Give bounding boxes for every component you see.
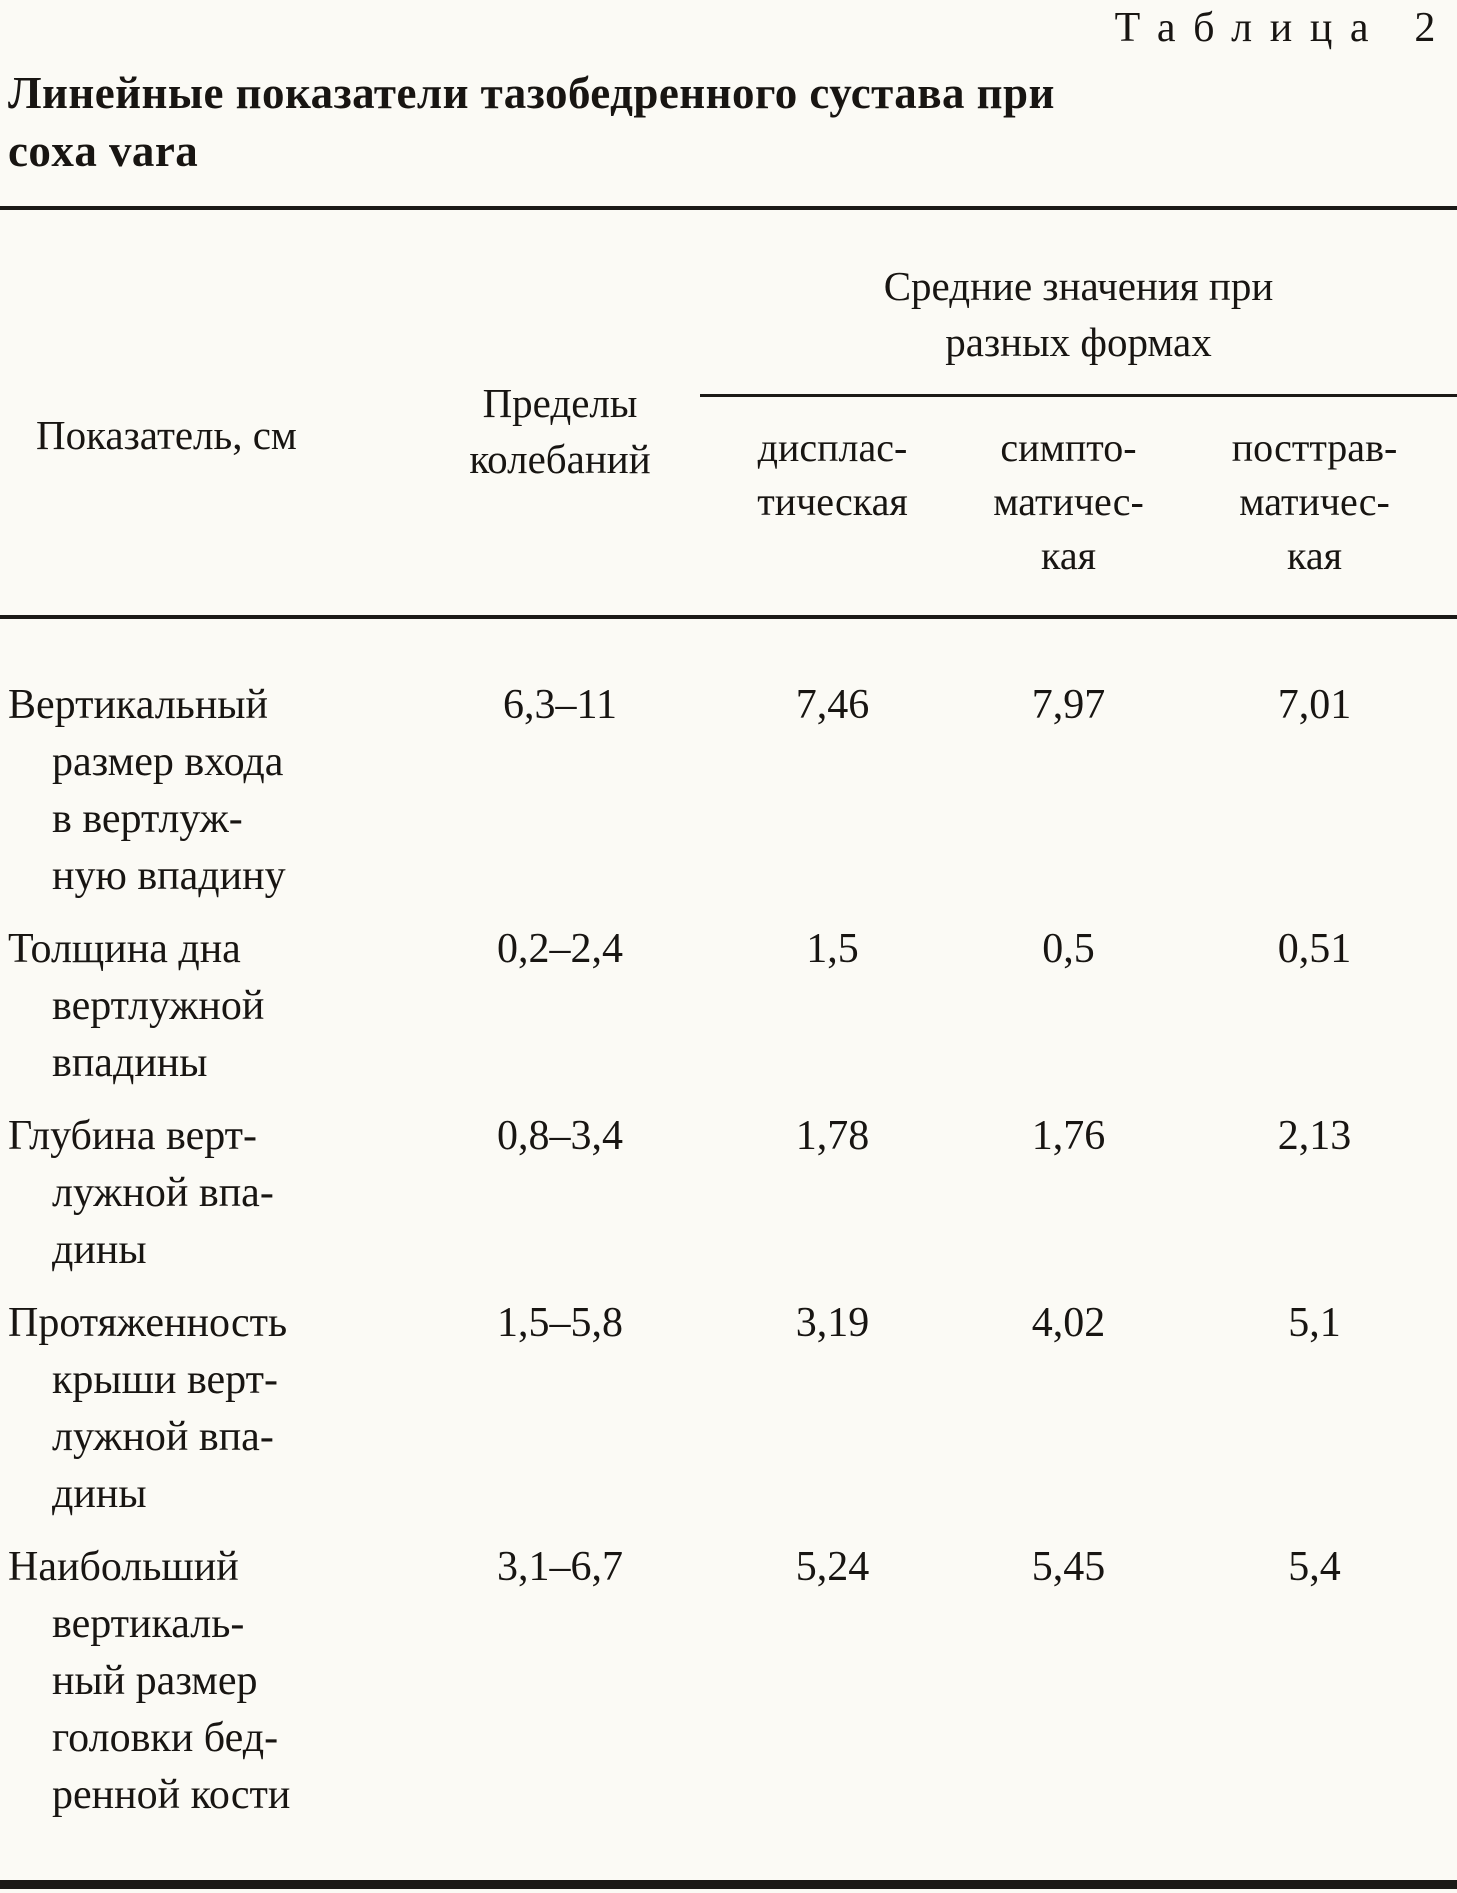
column-header-range: Пределы колебаний — [469, 379, 651, 482]
column-header-posttraumatic: посттрав- матичес- кая — [1231, 425, 1398, 578]
indicator-cell: Глубина верт- лужной впа- дины — [8, 1113, 274, 1273]
page-title: Линейные показатели тазобедренного суста… — [8, 68, 1055, 176]
table-row: Глубина верт- лужной впа- дины 0,8–3,4 1… — [0, 1108, 1457, 1279]
table-header: Показатель, см Пределы колебаний Средние… — [0, 210, 1457, 615]
value-cell-posttraumatic: 5,1 — [1288, 1300, 1341, 1346]
value-cell-dysplastic: 3,19 — [795, 1300, 870, 1346]
value-cell-posttraumatic: 5,4 — [1288, 1544, 1341, 1590]
indicator-cell: Вертикальный размер входа в вертлуж- ную… — [8, 682, 286, 899]
table-row: Протяженность крыши верт- лужной впа- ди… — [0, 1295, 1457, 1523]
value-cell-dysplastic: 1,78 — [795, 1113, 870, 1159]
column-header-dysplastic: дисплас- тическая — [757, 425, 908, 524]
value-cell-symptomatic: 1,76 — [1031, 1113, 1106, 1159]
indicator-cell: Толщина дна вертлужной впадины — [8, 926, 265, 1086]
value-cell-symptomatic: 4,02 — [1031, 1300, 1106, 1346]
column-header-symptomatic: симпто- матичес- кая — [993, 425, 1144, 578]
divider-group-header — [700, 394, 1457, 397]
table-row: Вертикальный размер входа в вертлуж- ную… — [0, 677, 1457, 905]
divider-header-body — [0, 615, 1457, 619]
indicator-cell: Протяженность крыши верт- лужной впа- ди… — [8, 1300, 288, 1517]
range-cell: 3,1–6,7 — [497, 1544, 623, 1590]
range-cell: 6,3–11 — [503, 682, 617, 728]
range-cell: 1,5–5,8 — [497, 1300, 623, 1346]
value-cell-dysplastic: 1,5 — [806, 926, 859, 972]
column-group-title: Средние значения при разных формах — [883, 263, 1274, 365]
table-row: Толщина дна вертлужной впадины 0,2–2,4 1… — [0, 921, 1457, 1092]
value-cell-symptomatic: 0,5 — [1042, 926, 1095, 972]
divider-top — [0, 206, 1457, 210]
value-cell-posttraumatic: 2,13 — [1277, 1113, 1352, 1159]
indicator-cell: Наибольший вертикаль- ный размер головки… — [8, 1544, 291, 1818]
table-label: Таблица 2 — [1114, 5, 1453, 51]
table-body: Вертикальный размер входа в вертлуж- ную… — [0, 619, 1457, 1840]
subcolumn-headers: дисплас- тическая симпто- матичес- кая п… — [700, 397, 1457, 615]
column-group-mean-values: Средние значения при разных формах диспл… — [700, 210, 1457, 615]
value-cell-posttraumatic: 0,51 — [1277, 926, 1352, 972]
column-header-indicator: Показатель, см — [36, 411, 297, 458]
divider-bottom — [0, 1880, 1457, 1889]
range-cell: 0,2–2,4 — [497, 926, 623, 972]
value-cell-symptomatic: 5,45 — [1031, 1544, 1106, 1590]
value-cell-posttraumatic: 7,01 — [1277, 682, 1352, 728]
range-cell: 0,8–3,4 — [497, 1113, 623, 1159]
value-cell-symptomatic: 7,97 — [1031, 682, 1106, 728]
value-cell-dysplastic: 5,24 — [795, 1544, 870, 1590]
table-row: Наибольший вертикаль- ный размер головки… — [0, 1539, 1457, 1824]
value-cell-dysplastic: 7,46 — [795, 682, 870, 728]
